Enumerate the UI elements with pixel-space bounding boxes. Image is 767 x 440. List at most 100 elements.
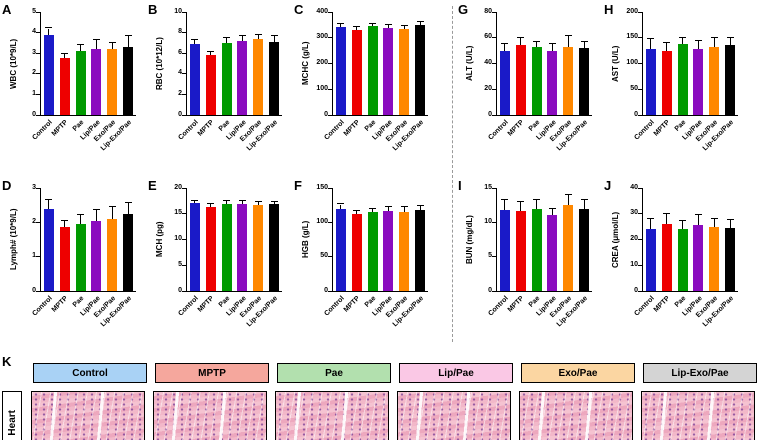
error-bar-cap	[77, 43, 85, 45]
x-tick-label-mptp: MPTP	[342, 295, 362, 314]
panel-D: D Lymph# (10*9/L) 0 1 2 3 Control MPTP Pae Lip/Pa…	[2, 176, 148, 352]
error-bar	[340, 204, 342, 209]
error-bar-cap	[564, 35, 572, 37]
bar-lip-pae	[547, 215, 558, 291]
error-bar-cap	[647, 217, 655, 219]
bar-pae	[677, 229, 688, 291]
y-tick-label: 0	[634, 110, 638, 118]
y-tick-mark	[182, 93, 186, 95]
y-tick-mark	[638, 63, 642, 64]
y-tick-label: 100	[626, 59, 638, 66]
error-bar	[403, 206, 405, 213]
panel-letter: J	[604, 178, 612, 193]
error-bar	[127, 203, 129, 214]
panel-letter: K	[2, 354, 12, 369]
panel-letter: A	[2, 2, 12, 17]
error-bar	[273, 202, 275, 205]
error-bar-cap	[124, 34, 132, 36]
error-bar-cap	[207, 51, 215, 53]
error-bar-cap	[679, 37, 687, 39]
error-bar	[536, 199, 538, 209]
y-tick-mark	[328, 88, 332, 90]
group-header-lip-exo-pae: Lip-Exo/Pae	[643, 363, 757, 383]
error-bar-cap	[369, 207, 377, 209]
error-bar-cap	[384, 23, 392, 25]
bar-exo-pae	[709, 226, 720, 291]
y-tick-mark	[36, 221, 40, 223]
plot-area: 0 5 10 15 Control MPTP Pae Lip/Pae Exo/Pae Lip-Ex…	[484, 184, 592, 328]
panel-K: K Control MPTP Pae Lip/Pae Exo/Pae Lip-Exo/Pa…	[2, 354, 764, 440]
bar-mptp	[661, 224, 672, 291]
bar-lip-exo-pae	[415, 209, 426, 291]
y-axis-label: HGB (g/L)	[301, 220, 310, 259]
y-tick-mark	[492, 256, 496, 258]
y-tick-label: 5	[32, 7, 36, 15]
y-tick-mark	[492, 290, 496, 292]
error-bar-cap	[337, 203, 345, 205]
bar-lip-pae	[547, 50, 558, 115]
error-bar	[111, 206, 113, 219]
error-bar	[194, 200, 196, 204]
y-tick-mark	[36, 256, 40, 258]
bar-lip-pae	[383, 27, 394, 115]
error-bar	[64, 220, 66, 228]
error-bar-cap	[254, 200, 262, 202]
error-bar	[419, 21, 421, 25]
error-bar	[95, 210, 97, 221]
error-bar-cap	[533, 198, 541, 200]
error-bar-cap	[726, 36, 734, 38]
histology-image-mptp	[153, 391, 267, 440]
y-tick-mark	[36, 93, 40, 95]
y-tick-label: 0	[324, 110, 328, 118]
error-bar	[127, 35, 129, 48]
error-bar	[504, 44, 506, 51]
error-bar	[273, 35, 275, 42]
bar-mptp	[515, 210, 526, 291]
bar-control	[499, 50, 510, 115]
y-tick-mark	[638, 187, 642, 189]
y-tick-mark	[328, 221, 332, 223]
y-axis-label: BUN (mg/dL)	[465, 215, 474, 264]
error-bar-cap	[517, 201, 525, 203]
bar-control	[43, 208, 54, 291]
section-divider	[452, 6, 453, 342]
y-tick-label: 150	[316, 183, 328, 191]
error-bar-cap	[353, 209, 361, 211]
bar-control	[499, 209, 510, 291]
error-bar-cap	[400, 25, 408, 27]
error-bar	[340, 23, 342, 28]
bar-control	[43, 34, 54, 115]
panel-letter: I	[458, 178, 462, 193]
x-tick-label-mptp: MPTP	[50, 295, 70, 314]
heart-row-label: Heart	[2, 391, 22, 440]
y-tick-mark	[492, 88, 496, 90]
error-bar	[567, 194, 569, 206]
y-tick-label: 200	[626, 7, 638, 15]
y-tick-label: 6	[178, 48, 182, 56]
y-tick-mark	[328, 290, 332, 292]
y-tick-label: 0	[634, 286, 638, 294]
y-tick-mark	[328, 63, 332, 64]
error-bar-cap	[337, 22, 345, 24]
x-tick-label-control: Control	[177, 119, 200, 142]
y-tick-mark	[492, 37, 496, 39]
histology-image-lip-pae	[397, 391, 511, 440]
bar-exo-pae	[107, 49, 118, 115]
y-tick-label: 10	[630, 260, 638, 268]
y-tick-label: 80	[484, 7, 492, 15]
y-tick-mark	[36, 11, 40, 13]
bar-mptp	[59, 227, 70, 291]
error-bar	[241, 201, 243, 204]
plot-area: 0 10 20 30 40 Control MPTP Pae Lip/Pae Exo/Pae Lip…	[630, 184, 738, 328]
y-tick-mark	[36, 114, 40, 116]
bar-lip-exo-pae	[123, 47, 134, 115]
y-tick-mark	[328, 187, 332, 189]
error-bar	[226, 201, 228, 205]
x-tick-label-mptp: MPTP	[196, 295, 216, 314]
y-tick-label: 3	[32, 48, 36, 56]
error-bar-cap	[694, 40, 702, 42]
y-tick-label: 0	[488, 286, 492, 294]
y-tick-mark	[182, 264, 186, 266]
y-tick-label: 1	[32, 252, 36, 260]
panel-E: E MCH (pg) 0 5 10 15 20 Control MPTP Pae Lip/Pae Ex…	[148, 176, 294, 352]
